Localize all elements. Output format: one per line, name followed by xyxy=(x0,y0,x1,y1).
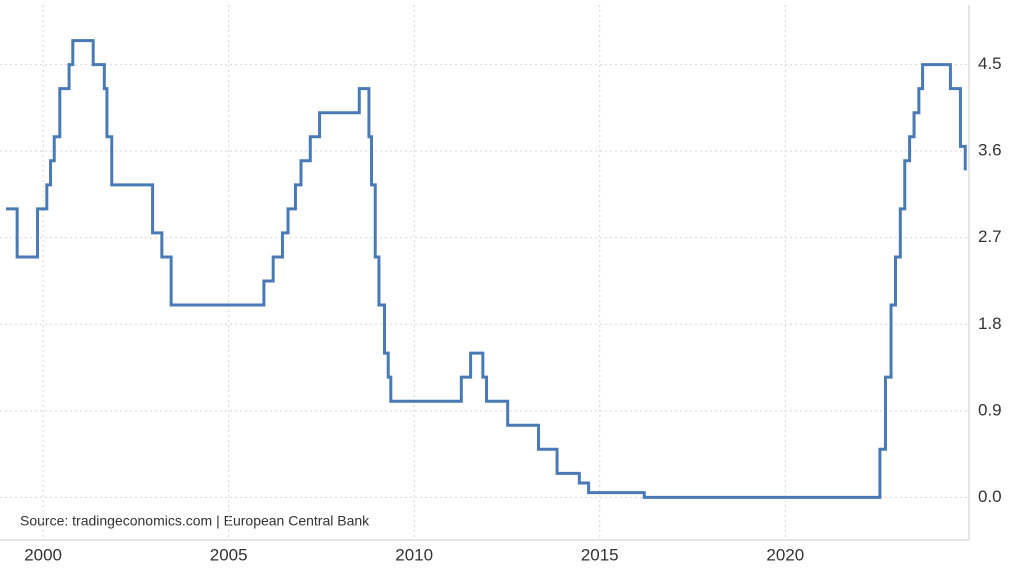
x-tick-label: 2015 xyxy=(581,545,619,564)
y-tick-label: 3.6 xyxy=(978,141,1002,160)
x-tick-label: 2000 xyxy=(24,545,62,564)
y-tick-label: 4.5 xyxy=(978,54,1002,73)
y-tick-label: 1.8 xyxy=(978,314,1002,333)
y-tick-label: 0.0 xyxy=(978,487,1002,506)
rate-line xyxy=(6,39,967,499)
x-tick-label: 2010 xyxy=(395,545,433,564)
y-tick-label: 0.9 xyxy=(978,400,1002,419)
x-tick-label: 2020 xyxy=(766,545,804,564)
x-tick-label: 2005 xyxy=(210,545,248,564)
source-note: Source: tradingeconomics.com | European … xyxy=(20,513,370,529)
y-tick-label: 2.7 xyxy=(978,227,1002,246)
